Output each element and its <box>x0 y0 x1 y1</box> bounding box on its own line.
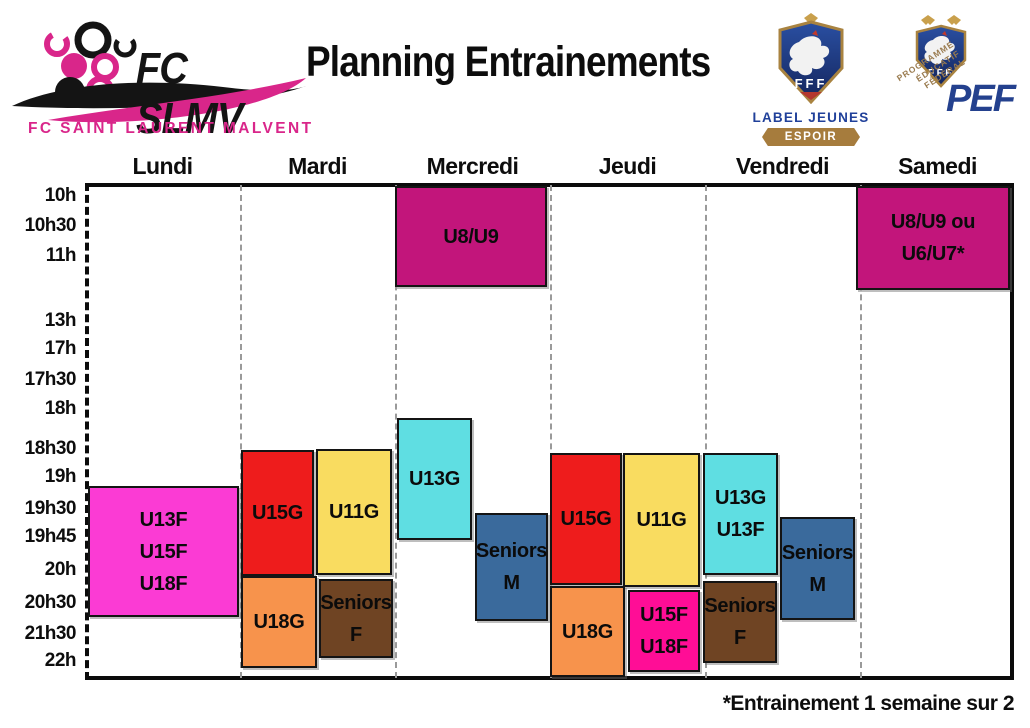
time-label-10h: 10h <box>44 185 77 206</box>
session-label: U18G <box>561 620 614 643</box>
session-label: Seniors <box>475 540 548 562</box>
session-samedi-u8-u9-ou-u6-u7: U8/U9 ou U6/U7* <box>856 186 1010 290</box>
session-label: U18F <box>640 636 688 658</box>
time-label-19h30: 19h30 <box>24 498 77 519</box>
session-mercredi-u13g: U13G <box>397 418 472 540</box>
fff-text: FFF <box>928 68 954 79</box>
rooster-comb <box>812 30 818 36</box>
pef-acronym: PEF <box>946 78 1016 120</box>
session-label: U15F <box>139 540 188 563</box>
session-vendredi-seniors-m: Seniors M <box>780 517 855 620</box>
session-jeudi-u15f-u18f: U15F U18F <box>628 590 700 672</box>
time-label-18h: 18h <box>44 398 77 419</box>
session-mardi-u11g: U11G <box>316 449 392 575</box>
session-vendredi-u13g-u13f: U13G U13F <box>703 453 778 575</box>
session-label: Seniors <box>704 595 776 617</box>
column-divider <box>860 185 862 678</box>
time-label-20h: 20h <box>44 559 77 580</box>
session-mercredi-seniors-m: Seniors M <box>475 513 548 621</box>
session-label: U18F <box>139 572 188 595</box>
session-label: F <box>350 623 362 646</box>
time-label-10h30: 10h30 <box>24 215 77 236</box>
day-header-vendredi: Vendredi <box>735 153 830 179</box>
fff-shield-icon: FFF <box>778 13 844 105</box>
label-jeunes-badge: FFF LABEL JEUNES ESPOIR <box>752 12 870 146</box>
day-header-samedi: Samedi <box>898 153 977 179</box>
time-label-19h: 19h <box>44 466 77 487</box>
session-mardi-u15g: U15G <box>241 450 314 576</box>
session-label: U8/U9 <box>443 225 499 248</box>
star-icon <box>921 15 935 25</box>
column-divider <box>705 185 707 678</box>
time-label-13h: 13h <box>44 310 77 331</box>
column-divider <box>240 185 242 678</box>
session-mardi-u18g: U18G <box>241 576 317 668</box>
page-title: Planning Entrainements <box>306 38 711 86</box>
label-jeunes-text: LABEL JEUNES <box>752 110 870 125</box>
time-label-21h30: 21h30 <box>24 623 77 644</box>
day-header-mardi: Mardi <box>288 153 347 179</box>
session-label: U6/U7* <box>901 243 965 265</box>
fff-pef-shield-icon: FFF <box>915 15 967 88</box>
session-vendredi-seniors-f: Seniors F <box>703 581 777 663</box>
club-logo-graphic <box>12 21 306 123</box>
session-jeudi-u11g: U11G <box>623 453 700 587</box>
column-divider <box>550 185 552 678</box>
session-mercredi-u8-u9: U8/U9 <box>395 186 547 287</box>
session-label: U11G <box>329 501 379 523</box>
session-lundi-u13f-u15f-u18f: U13F U15F U18F <box>88 486 239 617</box>
session-mardi-seniors-f: Seniors F <box>319 579 393 658</box>
session-label: U15G <box>251 502 304 524</box>
club-short-name: FC SLMV <box>136 44 243 143</box>
time-label-18h30: 18h30 <box>24 438 77 459</box>
session-label: U13F <box>139 508 188 531</box>
time-label-20h30: 20h30 <box>24 592 77 613</box>
time-label-11h: 11h <box>45 245 77 266</box>
fff-text: FFF <box>795 76 828 91</box>
session-jeudi-u15g: U15G <box>550 453 622 585</box>
session-label: Seniors <box>320 591 392 614</box>
star-icon <box>804 13 818 23</box>
schedule-grid-border <box>85 183 1014 680</box>
pef-badge: FFF PROGRAMME ÉDUCATIF FÉDÉRAL PEF <box>888 12 1022 142</box>
day-header-jeudi: Jeudi <box>598 153 657 179</box>
session-label: U13G <box>714 487 767 509</box>
time-label-22h: 22h <box>44 650 77 671</box>
session-label: U13F <box>716 519 765 541</box>
session-label: U15G <box>560 508 612 530</box>
footnote: *Entrainement 1 semaine sur 2 <box>722 692 1015 715</box>
session-label: U15F <box>640 604 688 626</box>
column-divider <box>395 185 397 678</box>
club-logo: FC SLMV FC SAINT LAURENT MALVENT <box>8 10 311 148</box>
session-label: U11G <box>636 509 687 531</box>
session-label: M <box>503 572 520 594</box>
session-jeudi-u18g: U18G <box>550 586 625 677</box>
star-icon <box>947 15 961 25</box>
day-header-mercredi: Mercredi <box>426 153 519 179</box>
espoir-ribbon: ESPOIR <box>762 128 860 146</box>
club-full-name: FC SAINT LAURENT MALVENT <box>28 120 314 137</box>
session-label: Seniors <box>781 541 854 564</box>
time-label-17h: 17h <box>44 338 77 359</box>
session-label: M <box>809 573 826 596</box>
session-label: F <box>734 627 746 649</box>
session-label: U18G <box>253 611 305 633</box>
session-label: U8/U9 ou <box>890 211 976 233</box>
session-label: U13G <box>408 468 461 490</box>
time-label-19h45: 19h45 <box>24 526 77 547</box>
day-header-lundi: Lundi <box>132 153 193 179</box>
time-label-17h30: 17h30 <box>24 369 77 390</box>
